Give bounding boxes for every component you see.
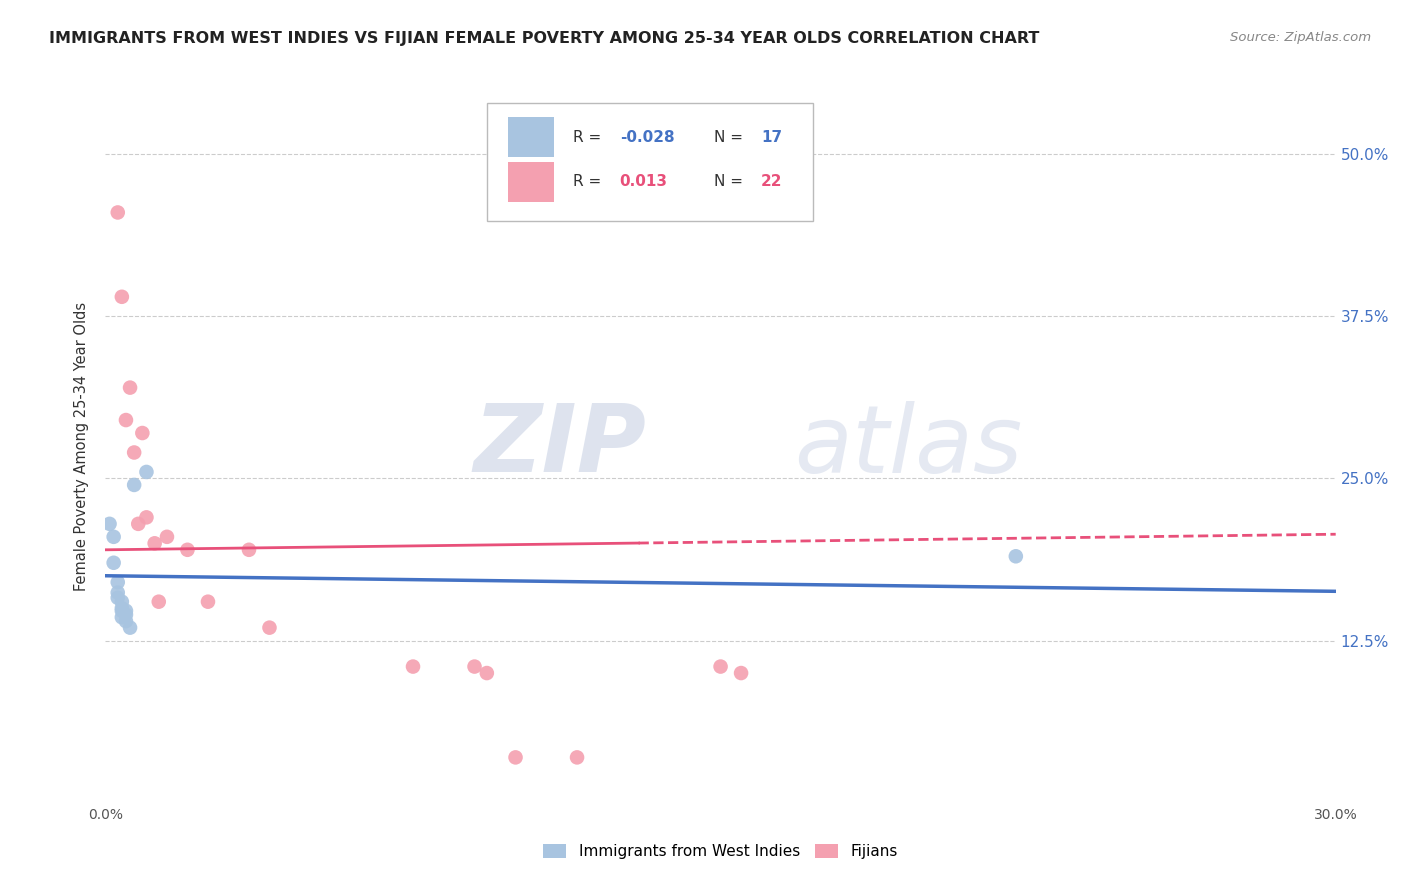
Point — [505, 750, 527, 764]
Text: -0.028: -0.028 — [620, 129, 675, 145]
Point — [259, 621, 281, 635]
Point — [115, 614, 138, 628]
Legend: Immigrants from West Indies, Fijians: Immigrants from West Indies, Fijians — [544, 845, 897, 859]
Text: Source: ZipAtlas.com: Source: ZipAtlas.com — [1230, 31, 1371, 45]
Point — [122, 478, 145, 492]
Point — [197, 595, 219, 609]
Text: atlas: atlas — [794, 401, 1022, 491]
Point — [103, 556, 125, 570]
Text: ZIP: ZIP — [474, 400, 647, 492]
Point — [107, 205, 129, 219]
Text: R =: R = — [574, 175, 606, 189]
Text: IMMIGRANTS FROM WEST INDIES VS FIJIAN FEMALE POVERTY AMONG 25-34 YEAR OLDS CORRE: IMMIGRANTS FROM WEST INDIES VS FIJIAN FE… — [49, 31, 1039, 46]
Point — [115, 413, 138, 427]
Point — [111, 290, 134, 304]
Point — [111, 595, 134, 609]
FancyBboxPatch shape — [508, 162, 554, 202]
Text: R =: R = — [574, 129, 606, 145]
Text: N =: N = — [714, 129, 748, 145]
Point — [127, 516, 149, 531]
Point — [135, 465, 157, 479]
Point — [143, 536, 166, 550]
Point — [107, 591, 129, 605]
Point — [1005, 549, 1028, 564]
Point — [710, 659, 733, 673]
Point — [238, 542, 260, 557]
Text: 22: 22 — [761, 175, 783, 189]
FancyBboxPatch shape — [508, 118, 554, 157]
Text: N =: N = — [714, 175, 748, 189]
Point — [107, 575, 129, 590]
Point — [115, 607, 138, 622]
Point — [111, 601, 134, 615]
Point — [565, 750, 588, 764]
Point — [148, 595, 170, 609]
Point — [122, 445, 145, 459]
Point — [107, 585, 129, 599]
Point — [115, 604, 138, 618]
Point — [135, 510, 157, 524]
Point — [464, 659, 486, 673]
Point — [98, 516, 121, 531]
Point — [156, 530, 179, 544]
Point — [176, 542, 198, 557]
Text: 17: 17 — [761, 129, 782, 145]
Point — [402, 659, 425, 673]
Point — [111, 604, 134, 618]
Point — [103, 530, 125, 544]
Point — [475, 666, 498, 681]
Point — [111, 610, 134, 624]
Point — [730, 666, 752, 681]
Point — [120, 381, 141, 395]
FancyBboxPatch shape — [486, 103, 813, 221]
Point — [131, 425, 153, 440]
Text: 0.013: 0.013 — [620, 175, 668, 189]
Y-axis label: Female Poverty Among 25-34 Year Olds: Female Poverty Among 25-34 Year Olds — [75, 301, 90, 591]
Point — [120, 621, 141, 635]
